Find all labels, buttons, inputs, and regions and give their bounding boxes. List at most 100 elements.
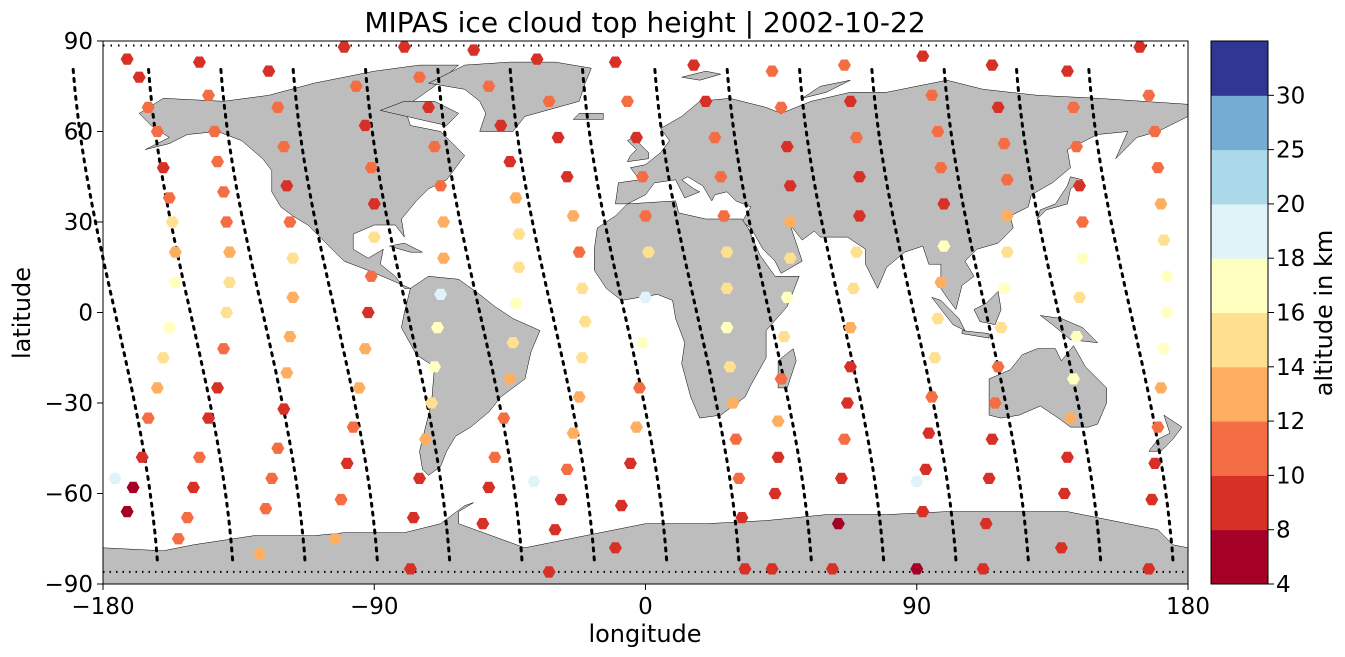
cloud-point-48 (337, 41, 351, 53)
cloud-point-53 (367, 231, 381, 243)
cloud-point-99 (575, 352, 589, 364)
cloud-point-213 (1151, 421, 1165, 433)
orbit-track-6 (436, 63, 524, 562)
cloud-point-13 (141, 412, 155, 424)
cloud-point-133 (738, 563, 752, 575)
cloud-point-60 (334, 493, 348, 506)
chart-title: MIPAS ice cloud top height | 2002-10-22 (364, 6, 925, 39)
cloud-point-40 (286, 291, 300, 303)
cloud-point-94 (560, 171, 574, 183)
cloud-point-51 (364, 162, 378, 174)
cloud-point-46 (259, 503, 273, 515)
y-axis-label: latitude (8, 267, 36, 359)
cloud-point-101 (566, 427, 580, 439)
cloud-point-38 (283, 216, 297, 228)
cloud-point-25 (223, 276, 237, 288)
colorbar: 4 8 10 12 14 16 18 20 25 30 (1210, 40, 1305, 598)
cloud-point-137 (783, 180, 797, 192)
orbit-track-4 (291, 63, 379, 562)
cloud-point-157 (837, 433, 851, 445)
y-tick-label: −60 (44, 482, 93, 508)
cloud-point-154 (843, 322, 857, 334)
cloud-point-173 (916, 506, 930, 518)
cloud-point-144 (771, 451, 785, 463)
cloud-point-75 (406, 512, 420, 524)
cloud-point-120 (687, 59, 701, 71)
cloud-point-204 (1142, 89, 1156, 101)
colorbar-segment (1211, 529, 1268, 585)
cloud-point-36 (277, 141, 291, 153)
cloud-point-165 (937, 198, 951, 210)
x-axis-label: longitude (588, 620, 701, 648)
cloud-point-184 (991, 361, 1005, 373)
orbit-track-10 (725, 63, 813, 562)
cloud-point-152 (850, 246, 863, 258)
cloud-point-87 (497, 412, 511, 424)
cloud-point-47 (253, 548, 267, 560)
cloud-point-118 (614, 499, 628, 512)
orbit-track-7 (508, 63, 596, 562)
cloud-point-44 (271, 442, 285, 454)
cloud-point-34 (262, 65, 276, 77)
cloud-point-59 (340, 457, 354, 469)
cloud-point-77 (467, 44, 481, 56)
cloud-point-115 (633, 382, 646, 394)
orbit-track-8 (580, 63, 669, 562)
cloud-point-14 (135, 451, 149, 463)
colorbar-tick-label: 30 (1276, 83, 1305, 109)
cloud-point-12 (150, 382, 164, 394)
cloud-point-109 (630, 131, 643, 144)
orbit-tracks (71, 44, 1188, 573)
cloud-point-196 (1073, 291, 1086, 303)
cloud-point-122 (708, 131, 722, 144)
orbit-track-5 (363, 63, 452, 562)
cloud-point-129 (726, 397, 740, 409)
colorbar-tick-label: 4 (1276, 572, 1291, 598)
x-tick-label: 180 (1166, 594, 1210, 620)
cloud-point-190 (1060, 65, 1074, 77)
cloud-point-39 (286, 252, 300, 264)
cloud-point-3 (141, 101, 155, 113)
land-new-guinea (1040, 315, 1099, 344)
cloud-point-181 (1000, 246, 1014, 258)
cloud-point-176 (985, 59, 999, 71)
land-borneo (973, 290, 1002, 325)
cloud-point-160 (825, 563, 839, 575)
cloud-point-162 (925, 89, 939, 101)
cloud-point-140 (780, 291, 794, 303)
cloud-point-31 (186, 481, 200, 494)
cloud-point-74 (413, 472, 426, 484)
cloud-point-113 (639, 291, 652, 303)
cloud-point-195 (1076, 252, 1089, 264)
cloud-point-85 (506, 337, 520, 349)
cloud-point-30 (192, 451, 206, 463)
y-tick-label: 0 (78, 301, 93, 327)
cloud-point-116 (630, 421, 643, 433)
cloud-point-97 (575, 282, 589, 294)
cloud-point-142 (774, 373, 788, 385)
orbit-track-1 (71, 63, 159, 562)
land-baffin (379, 101, 460, 126)
cloud-point-187 (982, 472, 996, 484)
cloud-point-54 (364, 270, 378, 282)
cloud-point-71 (428, 361, 441, 373)
cloud-point-86 (503, 373, 517, 385)
cloud-point-117 (623, 457, 637, 469)
land-java (961, 330, 990, 339)
cloud-point-167 (934, 276, 948, 288)
cloud-point-69 (434, 288, 448, 300)
cloud-point-105 (542, 566, 556, 578)
land-sumatra (931, 296, 966, 332)
colorbar-segment (1211, 95, 1268, 151)
cloud-point-161 (916, 50, 930, 62)
cloud-point-23 (220, 216, 234, 228)
cloud-point-91 (530, 53, 544, 65)
cloud-point-163 (931, 125, 945, 138)
cloud-point-78 (482, 80, 496, 92)
cloud-point-56 (358, 343, 372, 355)
cloud-point-66 (434, 180, 448, 192)
cloud-point-211 (1157, 343, 1171, 355)
cloud-point-188 (979, 518, 993, 530)
cloud-points (108, 41, 1174, 578)
